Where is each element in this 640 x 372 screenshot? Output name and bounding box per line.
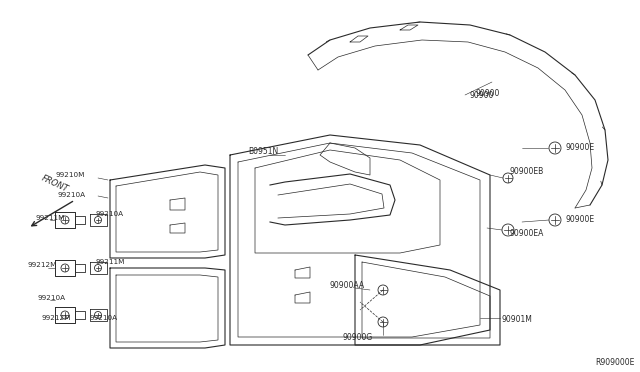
Text: 90900E: 90900E (565, 215, 594, 224)
Text: 90900EA: 90900EA (510, 228, 545, 237)
Text: 99210A: 99210A (58, 192, 86, 198)
Text: 99210A: 99210A (90, 315, 118, 321)
Text: 99212M: 99212M (42, 315, 72, 321)
Text: 99210A: 99210A (95, 211, 123, 217)
Text: 99212M: 99212M (28, 262, 58, 268)
Text: 90900EB: 90900EB (510, 167, 544, 176)
Text: 90900G: 90900G (343, 334, 373, 343)
Text: 90900E: 90900E (565, 144, 594, 153)
Text: 90900AA: 90900AA (330, 282, 365, 291)
Text: 99211M: 99211M (35, 215, 65, 221)
Text: 90900: 90900 (475, 89, 499, 97)
Text: FRONT: FRONT (40, 174, 70, 194)
Text: 90900: 90900 (470, 90, 494, 99)
Text: 99210A: 99210A (38, 295, 66, 301)
Text: 99211M: 99211M (95, 259, 124, 265)
Text: B0951N: B0951N (248, 148, 278, 157)
Text: R909000E: R909000E (596, 358, 635, 367)
Text: 99210M: 99210M (55, 172, 84, 178)
Text: 90901M: 90901M (502, 315, 533, 324)
